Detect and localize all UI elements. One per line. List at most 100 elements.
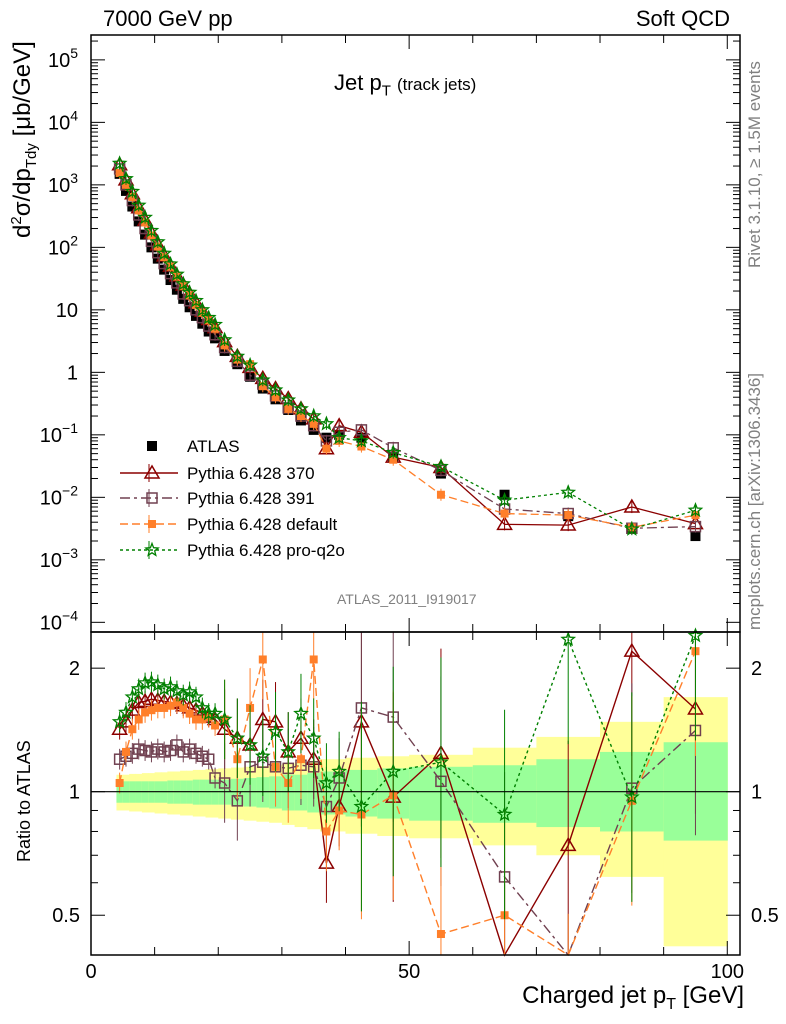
main-point-4-8	[162, 255, 179, 271]
ratio-point-3-13	[194, 699, 211, 715]
ratio-point-2-22	[296, 755, 305, 764]
main-point-3-22	[296, 412, 305, 421]
main-point-4-25	[331, 429, 347, 445]
ratio-panel-frame	[90, 631, 741, 956]
main-point-4-0	[111, 155, 128, 171]
ratio-point-1-6	[152, 743, 164, 755]
ratio-point-3-9	[168, 682, 185, 698]
plot-title-sub: T	[381, 82, 391, 100]
main-point-4-29	[496, 491, 513, 507]
ratio-ytick-label-2: 2	[69, 658, 80, 680]
axis-ticks: 0 50 100 10−4 10−3 10−2 10−1 1 10 102 103 104 105 0.5…	[40, 35, 779, 983]
ratio-point-3-0	[111, 713, 128, 729]
ratio-point-1-10	[177, 746, 190, 758]
ratio-point-2-4	[141, 708, 150, 717]
rivet-version-label: Rivet 3.1.10, ≥ 1.5M events	[745, 61, 764, 268]
main-point-0-3	[133, 216, 144, 227]
main-point-4-22	[293, 400, 309, 416]
x-tick-label-100: 100	[711, 961, 744, 983]
main-point-4-18	[242, 356, 259, 372]
main-point-3-29	[500, 509, 509, 518]
main-point-4-1	[118, 170, 134, 186]
main-point-3-23	[309, 419, 318, 428]
ratio-ytick-label-right-2: 2	[751, 658, 762, 680]
main-point-4-27	[385, 444, 402, 460]
ratio-point-3-25	[331, 763, 347, 779]
legend-marker-4	[144, 541, 160, 557]
main-point-4-19	[254, 371, 271, 387]
main-point-3-20	[271, 393, 280, 402]
x-axis-title: Charged jet pT [GeV]	[522, 982, 744, 1013]
legend-markers	[120, 441, 178, 559]
legend-label-391: Pythia 6.428 391	[187, 489, 315, 508]
ratio-point-2-15	[211, 721, 220, 730]
main-ytick-label-6: 102	[48, 232, 78, 259]
ratio-point-3-16	[216, 711, 233, 727]
ratio-point-2-19	[258, 655, 267, 664]
ratio-ytick-label-0.5: 0.5	[52, 905, 80, 927]
ratio-point-3-6	[149, 676, 166, 692]
main-point-4-17	[229, 348, 246, 364]
main-ytick-label-4: 1	[67, 362, 78, 384]
main-point-4-9	[168, 265, 185, 282]
legend-marker-1	[143, 464, 161, 479]
ratio-point-2-23	[309, 655, 318, 664]
main-point-4-7	[156, 245, 173, 261]
ratio-point-2-7	[160, 703, 169, 712]
ratio-point-3-12	[188, 688, 204, 704]
main-point-4-26	[353, 432, 370, 448]
ratio-point-3-5	[143, 673, 160, 689]
ratio-point-3-22	[293, 705, 309, 721]
ratio-point-2-5	[147, 706, 156, 715]
ratio-point-3-10	[175, 686, 192, 702]
main-point-0-32	[690, 531, 701, 542]
x-tick-label-0: 0	[85, 961, 96, 983]
ratio-point-3-27	[385, 763, 402, 779]
main-ytick-label-1: 10−3	[40, 545, 78, 572]
x-tick-label-50: 50	[398, 961, 420, 983]
energy-label: 7000 GeV pp	[103, 6, 233, 31]
ratio-point-0-1	[117, 713, 135, 728]
ratio-ytick-label-right-1: 1	[751, 782, 762, 804]
ratio-point-3-19	[254, 748, 271, 763]
ratio-point-0-0	[111, 720, 128, 735]
ratio-point-2-6	[153, 703, 162, 712]
legend-label-atlas: ATLAS	[187, 437, 240, 456]
process-label: Soft QCD	[635, 6, 730, 31]
ratio-point-2-9	[172, 698, 181, 707]
ratio-point-2-28	[436, 930, 445, 939]
ratio-point-3-26	[353, 798, 370, 814]
main-point-4-32	[687, 502, 704, 518]
ratio-point-2-2	[128, 725, 137, 734]
plot-title-main: Jet p	[334, 70, 382, 95]
axes-frames	[90, 34, 741, 956]
ratio-point-1-13	[196, 750, 209, 763]
ratio-point-0-31	[623, 642, 641, 657]
ratio-point-1-4	[139, 744, 151, 757]
main-point-4-21	[280, 391, 297, 407]
ratio-point-3-28	[433, 753, 449, 769]
main-ytick-label-3: 10−1	[40, 420, 78, 447]
main-point-3-21	[284, 404, 293, 413]
main-point-4-2	[124, 183, 141, 199]
ratio-point-0-30	[559, 836, 577, 852]
ratio-point-1-5	[145, 746, 158, 758]
ratio-point-1-7	[158, 746, 170, 758]
ratio-axis-title: Ratio to ATLAS	[14, 740, 34, 862]
ratio-point-2-11	[185, 709, 194, 718]
ratio-point-1-16	[218, 777, 231, 789]
ratio-point-3-15	[207, 705, 224, 721]
main-ytick-label-2: 10−2	[40, 482, 78, 509]
main-point-4-11	[181, 284, 198, 300]
main-ytick-label-9: 105	[48, 45, 78, 72]
legend-marker-0	[147, 441, 157, 451]
main-ytick-label-7: 103	[48, 170, 78, 197]
ratio-point-2-8	[166, 701, 175, 710]
legend-marker-3	[148, 520, 156, 528]
main-series-4	[111, 155, 704, 536]
main-point-3-0	[115, 168, 124, 177]
ratio-point-2-10	[179, 703, 188, 712]
ratio-point-3-21	[280, 743, 297, 759]
main-point-4-10	[175, 275, 192, 291]
